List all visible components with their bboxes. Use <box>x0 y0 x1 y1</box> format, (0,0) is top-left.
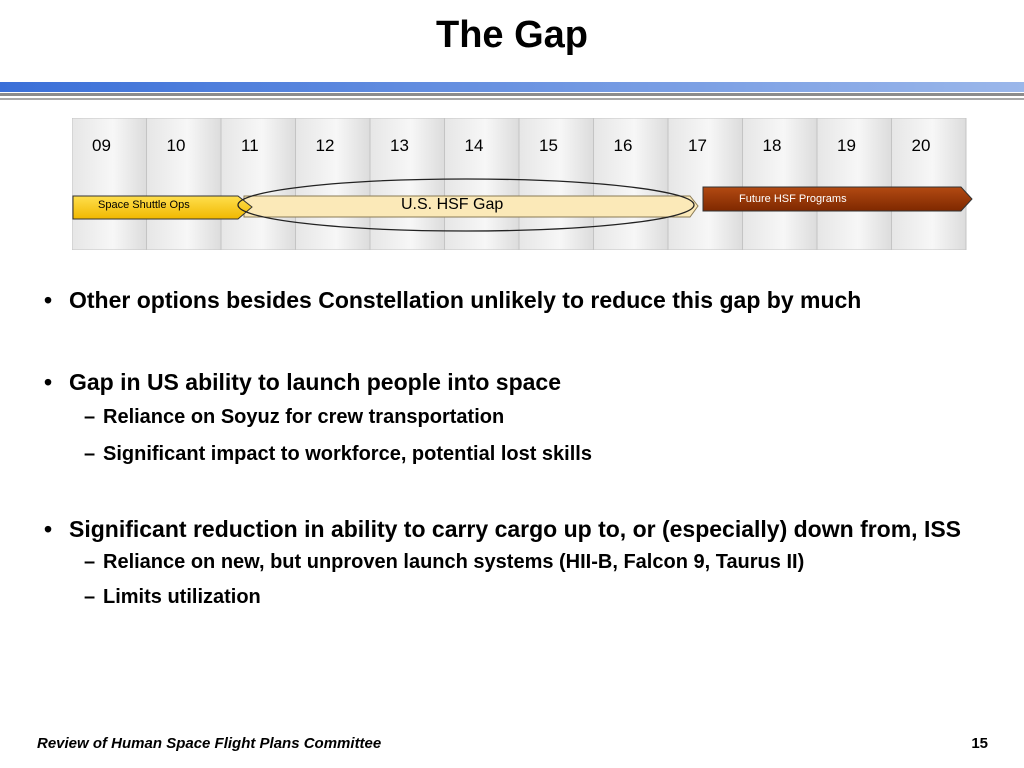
sub-bullet-item: – Reliance on new, but unproven launch s… <box>42 550 982 575</box>
sub-bullet-item: – Significant impact to workforce, poten… <box>42 442 982 467</box>
bullet-text: Gap in US ability to launch people into … <box>69 369 562 395</box>
year-label: 12 <box>315 136 335 155</box>
us-hsf-gap-label: U.S. HSF Gap <box>401 196 504 213</box>
year-label: 09 <box>92 136 111 155</box>
dash-glyph: – <box>84 551 96 573</box>
title-rule-blue <box>0 82 1024 92</box>
sub-bullet-item: – Reliance on Soyuz for crew transportat… <box>42 405 982 430</box>
year-label: 18 <box>762 136 782 155</box>
year-label: 17 <box>688 136 707 155</box>
footer-committee-name: Review of Human Space Flight Plans Commi… <box>37 735 382 752</box>
title-rule-grey-thin <box>0 98 1024 100</box>
year-column <box>891 118 967 250</box>
future-hsf-programs-label: Future HSF Programs <box>739 193 847 205</box>
bullet-item: • Other options besides Constellation un… <box>42 286 982 315</box>
year-column <box>220 118 296 250</box>
space-shuttle-ops-label: Space Shuttle Ops <box>98 199 190 211</box>
sub-bullet-text: Limits utilization <box>103 586 261 608</box>
title-rule-grey <box>0 93 1024 96</box>
gap-ellipse <box>237 178 695 232</box>
year-column <box>742 118 818 250</box>
year-label: 13 <box>390 136 409 155</box>
sub-bullet-item: – Limits utilization <box>42 585 982 610</box>
timeline-graphic <box>72 118 973 250</box>
bullet-glyph: • <box>44 287 53 313</box>
bullet-glyph: • <box>44 516 53 542</box>
dash-glyph: – <box>84 406 96 428</box>
sub-bullet-text: Reliance on new, but unproven launch sys… <box>103 551 805 573</box>
bullet-item: • Gap in US ability to launch people int… <box>42 368 982 397</box>
sub-bullet-text: Reliance on Soyuz for crew transportatio… <box>103 406 505 428</box>
future-hsf-programs-bar <box>702 186 973 212</box>
gap-timeline: 09 10 11 12 13 14 15 16 17 18 19 20 Space Shuttle O… <box>72 118 975 250</box>
space-shuttle-ops-bar <box>72 195 253 220</box>
slide-title: The Gap <box>435 14 589 56</box>
year-label: 14 <box>464 136 484 155</box>
year-label: 10 <box>166 136 186 155</box>
year-column <box>369 118 445 250</box>
dash-glyph: – <box>84 586 96 608</box>
year-column <box>146 118 222 250</box>
year-label: 19 <box>837 136 856 155</box>
bullet-text: Significant reduction in ability to carr… <box>69 516 962 542</box>
year-label: 15 <box>539 136 558 155</box>
bullet-list: • Other options besides Constellation un… <box>42 286 982 610</box>
bullet-text: Other options besides Constellation unli… <box>69 287 862 313</box>
year-column <box>816 118 892 250</box>
year-label: 11 <box>241 136 259 155</box>
sub-bullet-text: Significant impact to workforce, potenti… <box>103 443 592 465</box>
year-label: 16 <box>613 136 633 155</box>
bullet-glyph: • <box>44 369 53 395</box>
bullet-item: • Significant reduction in ability to ca… <box>42 515 982 544</box>
dash-glyph: – <box>84 443 96 465</box>
year-label: 20 <box>911 136 931 155</box>
page-number: 15 <box>971 735 988 752</box>
